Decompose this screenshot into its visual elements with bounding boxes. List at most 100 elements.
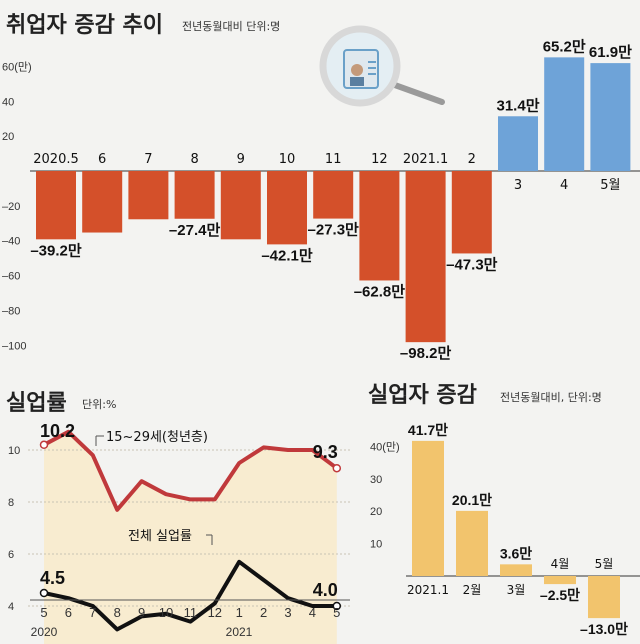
data-label: –42.1만 xyxy=(261,247,313,264)
data-label: 41.7만 xyxy=(408,422,448,438)
x-tick-label: 12 xyxy=(208,605,222,620)
category-label: 11 xyxy=(325,152,342,167)
bar xyxy=(544,57,585,171)
category-label: 2월 xyxy=(463,583,482,597)
y-tick-label: 8 xyxy=(8,497,14,509)
total-end-label: 4.0 xyxy=(313,580,338,600)
x-tick-label: 5 xyxy=(40,605,47,620)
y-tick-label: 30 xyxy=(370,474,382,486)
bar xyxy=(267,171,307,245)
employment-chart-title: 취업자 증감 추이 xyxy=(6,13,163,38)
total-rate-line xyxy=(43,559,337,632)
data-label: 31.4만 xyxy=(497,97,540,114)
category-label: 4 xyxy=(560,178,568,193)
endpoint-marker xyxy=(39,440,49,450)
x-tick-label: 9 xyxy=(138,605,145,620)
x-tick-label: 2 xyxy=(260,605,267,620)
data-label: 61.9만 xyxy=(589,44,632,61)
bar xyxy=(590,63,631,171)
y-tick-label: 20 xyxy=(370,506,382,518)
youth-area xyxy=(44,431,337,644)
category-label: 6 xyxy=(98,152,106,167)
category-label: 2021.1 xyxy=(407,583,449,597)
category-label: 10 xyxy=(279,152,296,167)
bar xyxy=(359,171,400,281)
data-label: 3.6만 xyxy=(500,545,532,561)
category-label: 4월 xyxy=(551,557,570,571)
bar xyxy=(405,171,446,343)
bar xyxy=(456,510,488,576)
y-tick-label: –20 xyxy=(2,201,20,213)
bar xyxy=(451,171,492,254)
y-tick-label: 40 xyxy=(2,96,14,108)
y-tick-label: 6 xyxy=(8,549,14,561)
data-label: 65.2만 xyxy=(543,38,586,55)
y-tick-label: –60 xyxy=(2,271,20,283)
bar xyxy=(82,171,123,233)
x-tick-label: 3 xyxy=(284,605,291,620)
data-label: –47.3만 xyxy=(446,256,498,273)
x-tick-label: 5 xyxy=(333,605,340,620)
youth-series-name: 15~29세(청년층) xyxy=(106,430,208,445)
data-label: –39.2만 xyxy=(30,242,82,259)
category-label: 2020.5 xyxy=(33,152,79,167)
bar xyxy=(500,564,532,576)
y-tick-label: –100 xyxy=(2,340,26,352)
x-tick-label: 10 xyxy=(159,605,173,620)
x-tick-label: 6 xyxy=(65,605,72,620)
data-label: 20.1만 xyxy=(452,492,492,508)
y-tick-label: 60(만) xyxy=(2,60,32,73)
y-tick-label: 20 xyxy=(2,131,14,143)
bar xyxy=(544,576,576,585)
endpoint-marker xyxy=(39,588,49,598)
bar xyxy=(128,171,169,220)
endpoint-marker xyxy=(332,463,342,473)
category-label: 2021.1 xyxy=(403,152,449,167)
y-tick-label: –40 xyxy=(2,236,20,248)
data-label: –2.5만 xyxy=(540,587,580,603)
category-label: 3월 xyxy=(507,583,526,597)
data-label: –27.4만 xyxy=(169,222,221,239)
x-tick-label: 4 xyxy=(309,605,316,620)
y-tick-label: –80 xyxy=(2,305,20,317)
year-label: 2020 xyxy=(31,625,58,639)
total-start-label: 4.5 xyxy=(40,568,65,588)
magnifier-icon xyxy=(319,25,445,107)
x-tick-label: 11 xyxy=(184,605,198,620)
category-label: 5월 xyxy=(600,178,620,193)
data-label: –62.8만 xyxy=(354,283,406,300)
bar xyxy=(36,171,76,240)
bar xyxy=(220,171,261,240)
endpoint-marker xyxy=(332,601,342,611)
y-tick-label: 10 xyxy=(8,445,20,457)
youth-end-label: 9.3 xyxy=(313,442,338,462)
unemployment-rate-subtitle: 단위:% xyxy=(82,398,116,411)
category-label: 8 xyxy=(190,152,198,167)
y-tick-label: 40(만) xyxy=(370,440,400,453)
bar xyxy=(174,171,215,219)
bar xyxy=(588,576,620,619)
unemployed-chart-subtitle: 전년동월대비, 단위:명 xyxy=(500,391,602,404)
youth-rate-line xyxy=(43,429,338,512)
bar xyxy=(498,116,538,171)
category-label: 12 xyxy=(371,152,388,167)
category-label: 2 xyxy=(468,152,476,167)
data-label: –98.2만 xyxy=(400,345,452,362)
x-tick-label: 8 xyxy=(114,605,121,620)
employment-chart-subtitle: 전년동월대비 단위:명 xyxy=(182,20,280,33)
category-label: 7 xyxy=(144,152,152,167)
total-series-name: 전체 실업률 xyxy=(128,529,192,544)
x-tick-label: 1 xyxy=(236,605,243,620)
x-tick-label: 7 xyxy=(89,605,96,620)
y-tick-label: 4 xyxy=(8,601,14,613)
category-label: 3 xyxy=(514,178,522,193)
y-tick-label: 10 xyxy=(370,539,382,551)
year-label: 2021 xyxy=(226,625,253,639)
unemployed-chart-title: 실업자 증감 xyxy=(368,383,477,408)
category-label: 9 xyxy=(237,152,245,167)
unemployment-rate-title: 실업률 xyxy=(6,391,67,416)
data-label: –13.0만 xyxy=(580,621,628,637)
category-label: 5월 xyxy=(595,557,614,571)
bar xyxy=(412,440,444,576)
